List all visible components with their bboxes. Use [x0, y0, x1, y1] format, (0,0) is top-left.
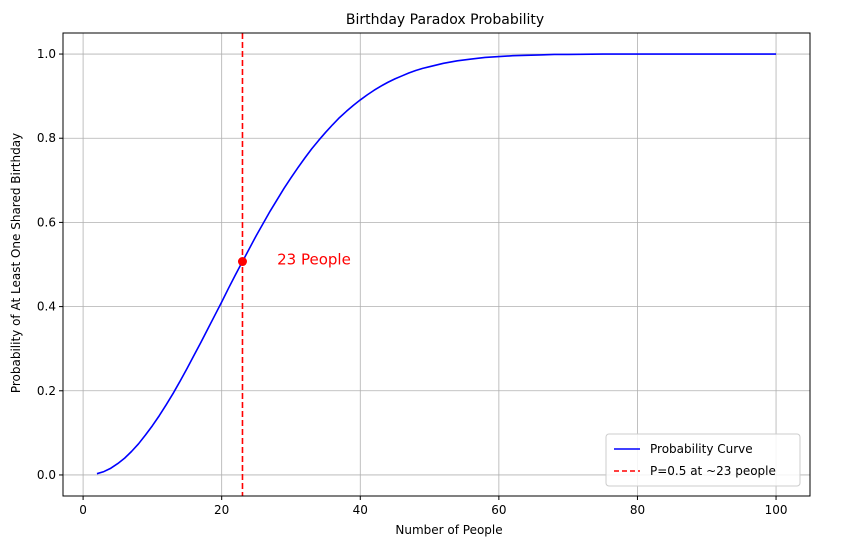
x-tick-label: 20 — [214, 503, 229, 517]
y-axis-ticks: 0.0 0.2 0.4 0.6 0.8 1.0 — [37, 47, 63, 482]
x-axis-label: Number of People — [395, 523, 502, 537]
y-tick-label: 0.2 — [37, 384, 56, 398]
axes-frame — [62, 32, 811, 497]
legend-box — [605, 433, 801, 487]
legend-entry-label: P=0.5 at ~23 people — [650, 464, 776, 478]
legend-entry-label: Probability Curve — [650, 442, 753, 456]
x-tick-label: 60 — [491, 503, 506, 517]
x-tick-label: 80 — [630, 503, 645, 517]
y-tick-label: 0.0 — [37, 468, 56, 482]
legend: Probability Curve P=0.5 at ~23 people — [605, 433, 801, 487]
y-tick-label: 0.4 — [37, 300, 56, 314]
x-tick-label: 100 — [765, 503, 788, 517]
probability-curve-line — [96, 53, 777, 475]
y-tick-label: 0.6 — [37, 215, 56, 229]
x-tick-label: 0 — [79, 503, 87, 517]
x-tick-label: 40 — [353, 503, 368, 517]
annotation-label: 23 People — [277, 251, 351, 269]
highlight-point — [237, 257, 247, 267]
x-axis-ticks: 0 20 40 60 80 100 — [79, 496, 787, 517]
y-tick-label: 1.0 — [37, 47, 56, 61]
y-tick-label: 0.8 — [37, 131, 56, 145]
plot-area: 23 People — [96, 33, 777, 496]
chart-title: Birthday Paradox Probability — [346, 12, 544, 28]
y-axis-label: Probability of At Least One Shared Birth… — [9, 133, 23, 393]
